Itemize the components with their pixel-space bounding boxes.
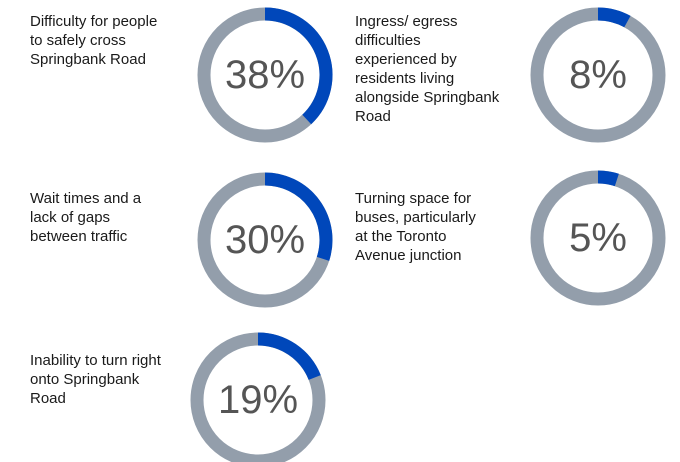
item-label: Difficulty for people to safely cross Sp… — [30, 13, 158, 68]
percent-label: 19% — [218, 378, 298, 422]
item-label: Ingress/ egress difficulties experienced… — [355, 13, 500, 125]
item-label: Wait times and a lack of gaps between tr… — [30, 190, 142, 245]
percent-label: 38% — [225, 53, 305, 97]
item-label: Turning space for buses, particularly at… — [355, 190, 476, 264]
donut-arc — [257, 332, 321, 381]
donut-arc — [264, 172, 333, 261]
donut-arc — [264, 7, 333, 125]
percent-label: 5% — [569, 216, 627, 260]
donut-arc — [597, 170, 619, 187]
percent-label: 30% — [225, 218, 305, 262]
donut-arc — [597, 7, 631, 28]
item-label: Inability to turn right onto Springbank … — [30, 352, 161, 407]
percent-label: 8% — [569, 53, 627, 97]
